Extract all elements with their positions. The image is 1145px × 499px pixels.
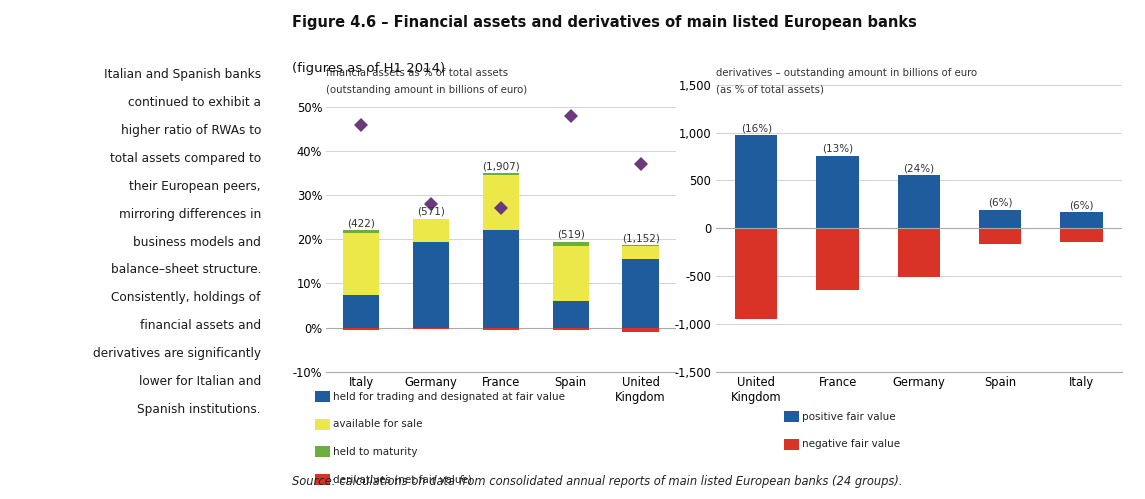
Bar [979,229,1021,244]
Text: (figures as of H1 2014): (figures as of H1 2014) [292,62,445,75]
Text: (13%): (13%) [822,144,853,154]
Bar [344,231,379,233]
Bar [413,328,449,329]
Text: (16%): (16%) [741,123,772,133]
Text: Spanish institutions.: Spanish institutions. [137,403,261,416]
Bar [553,246,589,301]
Bar [483,175,519,231]
Text: lower for Italian and: lower for Italian and [139,375,261,388]
Text: (as % of total assets): (as % of total assets) [716,85,823,95]
Text: (571): (571) [417,207,445,217]
Bar [735,229,777,319]
Text: (422): (422) [347,219,376,229]
Text: business models and: business models and [133,236,261,249]
Text: Italian and Spanish banks: Italian and Spanish banks [104,68,261,81]
Bar [344,328,379,330]
Text: held for trading and designated at fair value: held for trading and designated at fair … [332,392,564,402]
Text: continued to exhibit a: continued to exhibit a [128,96,261,109]
Text: (519): (519) [556,230,585,240]
Bar [483,231,519,328]
Text: financial assets as % of total assets: financial assets as % of total assets [326,68,508,78]
Bar [413,219,449,220]
Bar [816,229,859,290]
Text: derivatives are significantly: derivatives are significantly [93,347,261,360]
Bar [898,175,940,229]
Bar [816,156,859,229]
Text: higher ratio of RWAs to: higher ratio of RWAs to [120,124,261,137]
Bar [1060,229,1103,242]
Text: (24%): (24%) [903,163,934,173]
Bar [553,328,589,330]
Text: Figure 4.6 – Financial assets and derivatives of main listed European banks: Figure 4.6 – Financial assets and deriva… [292,15,917,30]
Bar [483,173,519,175]
Text: mirroring differences in: mirroring differences in [119,208,261,221]
Bar [413,220,449,242]
Text: derivatives – outstanding amount in billions of euro: derivatives – outstanding amount in bill… [716,68,977,78]
Text: financial assets and: financial assets and [140,319,261,332]
Text: negative fair value: negative fair value [802,439,900,449]
Text: derivatives (net fair value): derivatives (net fair value) [332,474,472,484]
Text: (6%): (6%) [1069,200,1093,210]
Bar [413,242,449,328]
Bar [553,242,589,246]
Text: (6%): (6%) [988,198,1012,208]
Text: (outstanding amount in billions of euro): (outstanding amount in billions of euro) [326,85,528,95]
Bar [344,233,379,294]
Text: Source: calculations on data from consolidated annual reports of main listed Eur: Source: calculations on data from consol… [292,475,902,488]
Text: (1,907): (1,907) [482,161,520,171]
Text: positive fair value: positive fair value [802,412,895,422]
Bar [344,294,379,328]
Text: balance–sheet structure.: balance–sheet structure. [111,263,261,276]
Text: held to maturity: held to maturity [332,447,417,457]
Text: Consistently, holdings of: Consistently, holdings of [111,291,261,304]
Bar [623,259,658,328]
Bar [898,229,940,277]
Text: available for sale: available for sale [332,419,423,429]
Bar [623,245,658,246]
Bar [623,328,658,332]
Bar [623,246,658,259]
Text: (1,152): (1,152) [622,234,660,244]
Text: their European peers,: their European peers, [129,180,261,193]
Bar [1060,212,1103,229]
Bar [553,301,589,328]
Bar [483,328,519,330]
Bar [979,210,1021,229]
Text: total assets compared to: total assets compared to [110,152,261,165]
Bar [735,135,777,229]
